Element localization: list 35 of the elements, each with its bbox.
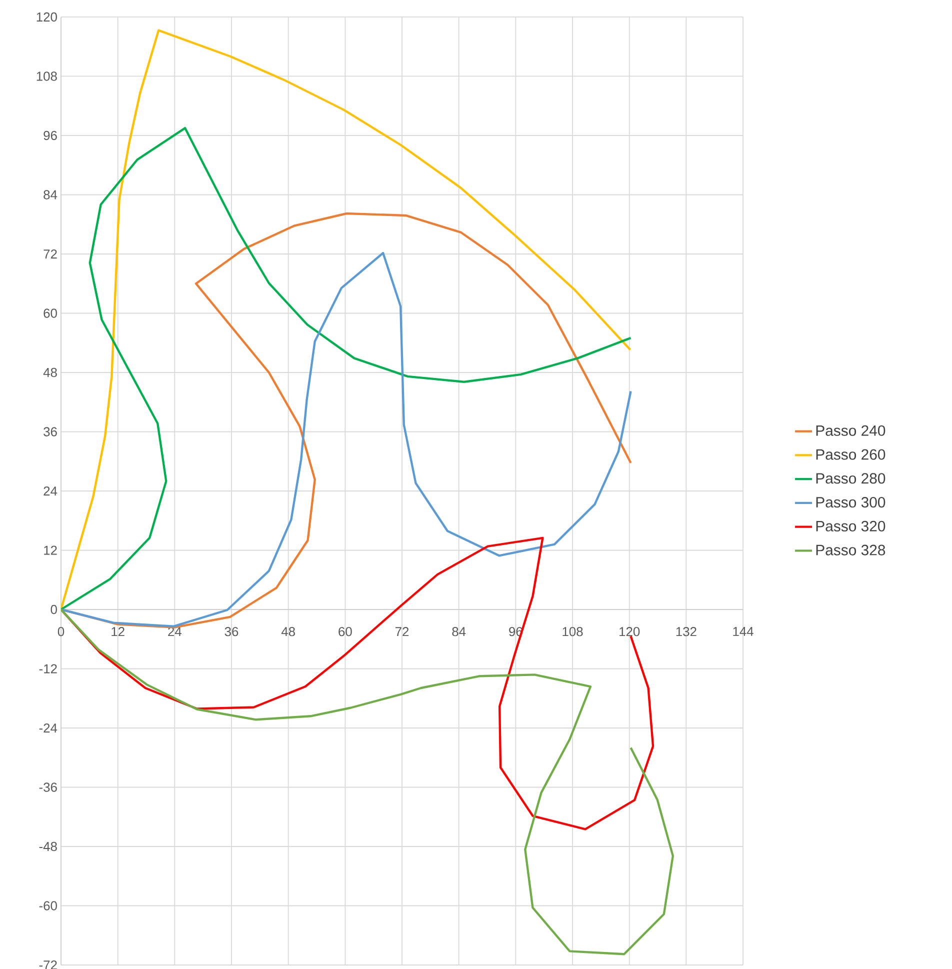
x-tick-label: 0 xyxy=(58,627,64,636)
x-tick-label: 144 xyxy=(733,627,754,636)
line-series xyxy=(61,29,632,611)
x-tick-label: 48 xyxy=(281,627,295,636)
y-tick-label: -60 xyxy=(39,901,57,910)
y-tick-label: 96 xyxy=(44,130,57,140)
y-tick-label: 120 xyxy=(36,12,57,22)
y-tick-label: -36 xyxy=(39,782,57,792)
x-tick-label: 36 xyxy=(224,627,238,636)
y-tick-label: 12 xyxy=(44,546,57,555)
x-tick-label: 72 xyxy=(395,627,409,636)
x-tick-label: 108 xyxy=(562,627,583,636)
y-tick-label: 48 xyxy=(43,368,57,378)
legend-label: Passo 328 xyxy=(816,544,886,556)
legend-label: Passo 280 xyxy=(816,473,886,484)
x-tick-label: 12 xyxy=(112,627,124,636)
y-tick-label: 0 xyxy=(50,604,57,614)
legend-label: Passo 240 xyxy=(816,425,886,436)
y-tick-label: 24 xyxy=(44,486,58,496)
x-tick-label: 60 xyxy=(338,627,352,636)
x-tick-label: 120 xyxy=(620,627,640,636)
line-series xyxy=(61,126,632,611)
x-tick-label: 84 xyxy=(452,627,466,636)
y-tick-label: 60 xyxy=(44,308,57,318)
x-tick-label: 132 xyxy=(676,627,696,636)
legend-label: Passo 260 xyxy=(816,449,886,460)
legend-label: Passo 300 xyxy=(816,496,886,508)
legend-label: Passo 320 xyxy=(816,520,886,532)
y-tick-label: 72 xyxy=(44,249,57,259)
y-tick-label: -48 xyxy=(39,842,57,852)
y-tick-label: 84 xyxy=(44,190,58,200)
y-tick-label: -12 xyxy=(39,664,57,674)
y-tick-label: 108 xyxy=(36,72,57,81)
y-tick-label: 36 xyxy=(44,427,57,436)
y-tick-label: -24 xyxy=(39,723,58,733)
